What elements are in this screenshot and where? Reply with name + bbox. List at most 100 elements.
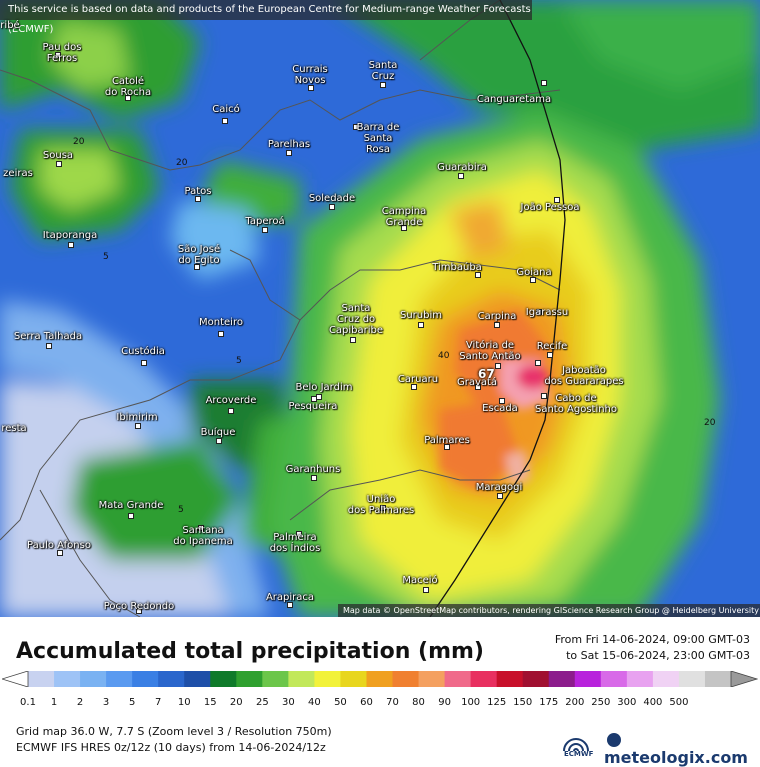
city-label: Itaporanga: [42, 230, 98, 241]
scale-swatch: [158, 671, 185, 687]
legend-panel: Accumulated total precipitation (mm) Fro…: [0, 617, 760, 767]
scale-tick: 40: [308, 697, 321, 708]
city-label: Carpina: [477, 311, 517, 322]
city-label: Palmeira dos Índios: [269, 532, 321, 554]
city-dot: [296, 531, 302, 537]
map-attribution: Map data © OpenStreetMap contributors, r…: [338, 604, 760, 617]
city-dot: [418, 322, 424, 328]
scale-tick: 25: [255, 697, 269, 708]
city-dot: [216, 438, 222, 444]
city-dot: [353, 124, 359, 130]
scale-swatch: [366, 671, 394, 687]
ecmwf-logo-icon: [563, 738, 589, 752]
city-dot: [311, 475, 317, 481]
city-label: Canguaretama: [476, 94, 552, 105]
city-label: Pesqueira: [288, 401, 338, 412]
meteologix-logo[interactable]: meteologix.com: [604, 729, 760, 767]
city-dot: [495, 363, 501, 369]
city-label: Custódia: [121, 346, 165, 357]
city-dot: [423, 587, 429, 593]
valid-to: to Sat 15-06-2024, 23:00 GMT-03: [566, 649, 750, 662]
scale-tick-labels: 0.1 1 2 3 5 7 10 15 20 25 30 40 50 60 70 80 90 100 125 150 1…: [20, 697, 731, 711]
scale-tick: 150: [513, 697, 533, 708]
city-label: Ibimirim: [116, 412, 158, 423]
city-label: Arapiraca: [265, 592, 315, 603]
isoline-label: 40: [438, 351, 450, 361]
city-dot: [475, 384, 481, 390]
city-label: Recife: [536, 341, 568, 352]
scale-swatch: [210, 671, 237, 687]
city-label: Belo Jardim: [295, 382, 353, 393]
scale-tick: 400: [643, 697, 663, 708]
city-label: Palmares: [424, 435, 470, 446]
city-label: Caruaru: [397, 374, 439, 385]
scale-tick: 300: [617, 697, 637, 708]
valid-from: From Fri 14-06-2024, 09:00 GMT-03: [554, 633, 750, 646]
city-dot: [547, 352, 553, 358]
city-label: Vitória de Santo Antão: [459, 340, 521, 362]
city-dot: [541, 393, 547, 399]
city-label: Pau dos Ferros: [42, 42, 82, 64]
city-label: Igarassu: [525, 307, 569, 318]
city-dot: [286, 150, 292, 156]
city-dot: [444, 444, 450, 450]
city-label: Escada: [482, 403, 518, 414]
scale-tick: 10: [177, 697, 191, 708]
scale-right-arrow: [730, 671, 758, 687]
city-label: Buíque: [200, 427, 236, 438]
scale-tick: 500: [669, 697, 689, 708]
isoline-label: 20: [704, 418, 716, 428]
city-dot: [68, 242, 74, 248]
scale-swatch: [132, 671, 159, 687]
city-dot: [494, 322, 500, 328]
scale-tick: 80: [412, 697, 425, 708]
city-dot: [218, 331, 224, 337]
scale-tick: 1: [50, 697, 58, 708]
city-dot: [136, 608, 142, 614]
scale-tick: 250: [591, 697, 611, 708]
city-label: resta: [1, 423, 27, 434]
scale-swatch: [80, 671, 107, 687]
scale-swatch: [626, 671, 654, 687]
city-dot: [350, 337, 356, 343]
city-dot: [475, 272, 481, 278]
scale-tick: 3: [102, 697, 110, 708]
city-dot: [458, 173, 464, 179]
city-label: Maragogi: [475, 482, 523, 493]
city-label: Santa Cruz do Capibaribe: [328, 303, 384, 336]
city-label: zeiras: [3, 168, 33, 179]
ecmwf-logo-text: ECMWF: [564, 750, 594, 758]
city-label: Guarabira: [437, 162, 487, 173]
city-dot: [125, 95, 131, 101]
ecmwf-notice: This service is based on data and produc…: [0, 0, 532, 35]
city-label: Sousa: [42, 150, 74, 161]
city-dot: [554, 197, 560, 203]
scale-tick: 70: [386, 697, 399, 708]
scale-swatch: [470, 671, 498, 687]
city-label: Santana do Ipanema: [173, 525, 233, 547]
isoline-label: 5: [103, 252, 109, 262]
city-dot: [536, 309, 542, 315]
city-label: Gravatá: [456, 377, 498, 388]
city-dot: [135, 423, 141, 429]
city-label: Barra de Santa Rosa: [356, 122, 400, 155]
color-scale-bar: [2, 671, 758, 687]
city-dot: [497, 493, 503, 499]
scale-swatch: [496, 671, 524, 687]
city-dot: [411, 384, 417, 390]
city-dot: [499, 398, 505, 404]
scale-swatch: [314, 671, 341, 687]
precipitation-map[interactable]: This service is based on data and produc…: [0, 0, 760, 617]
city-label: Monteiro: [199, 317, 243, 328]
city-dot: [308, 85, 314, 91]
city-dot: [262, 227, 268, 233]
city-label: ribé: [0, 20, 20, 31]
scale-swatch: [392, 671, 420, 687]
scale-tick: 30: [281, 697, 295, 708]
city-dot: [57, 550, 63, 556]
city-label: Caicó: [212, 104, 240, 115]
scale-swatch: [444, 671, 472, 687]
scale-swatch: [704, 671, 732, 687]
city-label: Cabo de Santo Agostinho: [534, 393, 618, 415]
scale-swatch: [574, 671, 602, 687]
